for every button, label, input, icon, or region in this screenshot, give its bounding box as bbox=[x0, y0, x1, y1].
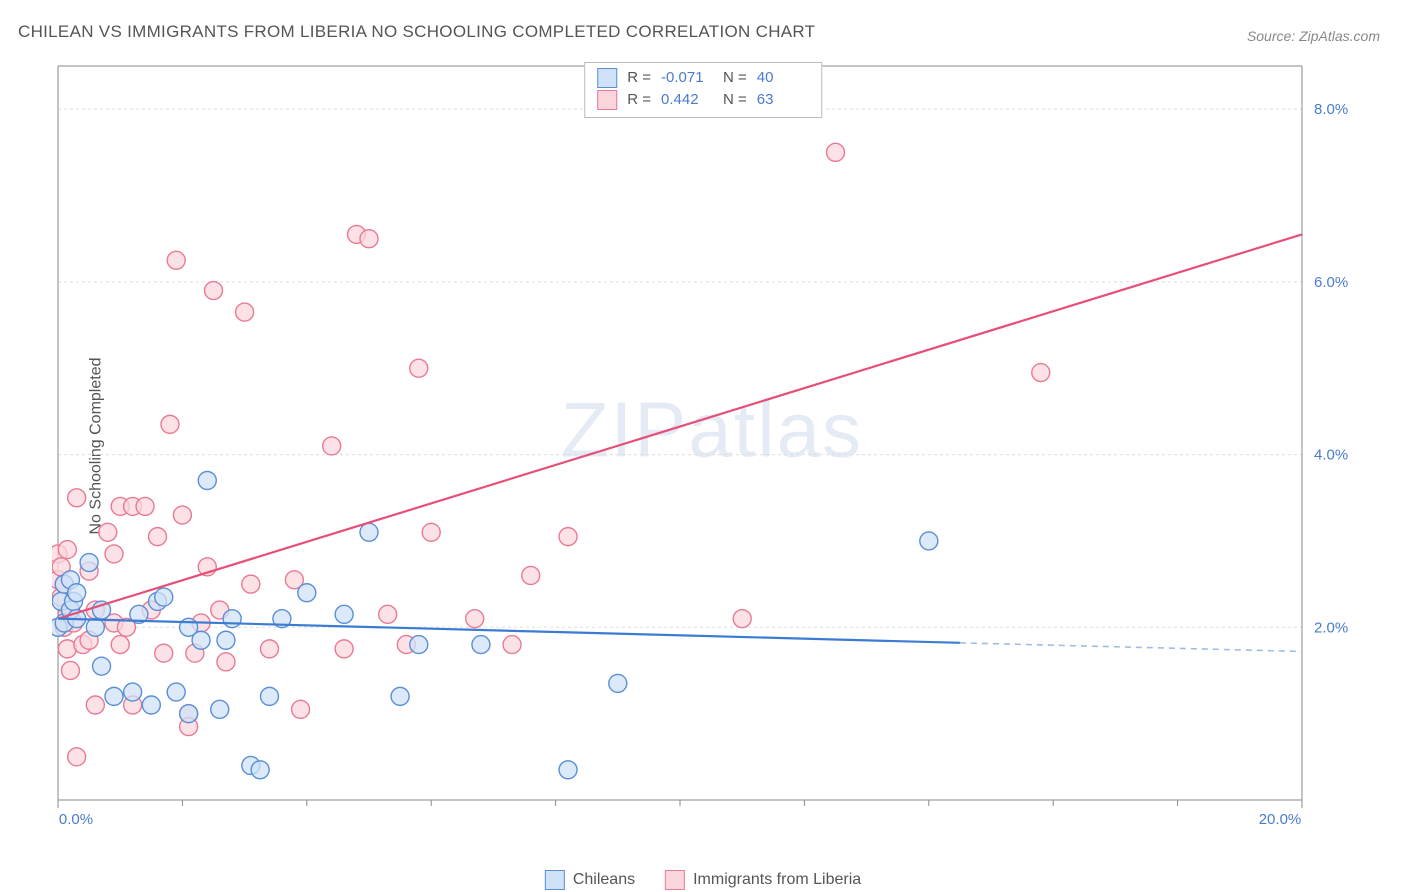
svg-text:4.0%: 4.0% bbox=[1314, 447, 1348, 464]
n-label: N = bbox=[723, 67, 747, 89]
svg-text:2.0%: 2.0% bbox=[1314, 619, 1348, 636]
stats-legend-box: R = -0.071 N = 40 R = 0.442 N = 63 bbox=[584, 62, 822, 118]
source-attribution: Source: ZipAtlas.com bbox=[1247, 28, 1380, 44]
swatch-chileans bbox=[597, 68, 617, 88]
n-value-chileans: 40 bbox=[757, 67, 809, 89]
stats-row-chileans: R = -0.071 N = 40 bbox=[597, 67, 809, 89]
scatter-plot: 0.0% 20.0% 2.0% 4.0% 6.0% 8.0% bbox=[52, 60, 1372, 830]
swatch-liberia bbox=[597, 90, 617, 110]
n-label: N = bbox=[723, 89, 747, 111]
r-label: R = bbox=[627, 67, 651, 89]
legend-item-liberia: Immigrants from Liberia bbox=[665, 870, 861, 890]
r-value-liberia: 0.442 bbox=[661, 89, 713, 111]
svg-text:6.0%: 6.0% bbox=[1314, 274, 1348, 291]
chart-frame: ZIPatlas 0.0%20.0%2.0%4.0%6.0%8.0% bbox=[52, 60, 1372, 830]
legend-label-chileans: Chileans bbox=[573, 871, 635, 889]
legend-label-liberia: Immigrants from Liberia bbox=[693, 871, 861, 889]
svg-text:20.0%: 20.0% bbox=[1259, 811, 1302, 828]
chart-title: CHILEAN VS IMMIGRANTS FROM LIBERIA NO SC… bbox=[18, 22, 815, 42]
r-label: R = bbox=[627, 89, 651, 111]
stats-row-liberia: R = 0.442 N = 63 bbox=[597, 89, 809, 111]
swatch-chileans bbox=[545, 870, 565, 890]
svg-text:8.0%: 8.0% bbox=[1314, 101, 1348, 118]
svg-text:0.0%: 0.0% bbox=[59, 811, 93, 828]
swatch-liberia bbox=[665, 870, 685, 890]
r-value-chileans: -0.071 bbox=[661, 67, 713, 89]
n-value-liberia: 63 bbox=[757, 89, 809, 111]
legend-item-chileans: Chileans bbox=[545, 870, 635, 890]
bottom-legend: Chileans Immigrants from Liberia bbox=[545, 870, 861, 890]
